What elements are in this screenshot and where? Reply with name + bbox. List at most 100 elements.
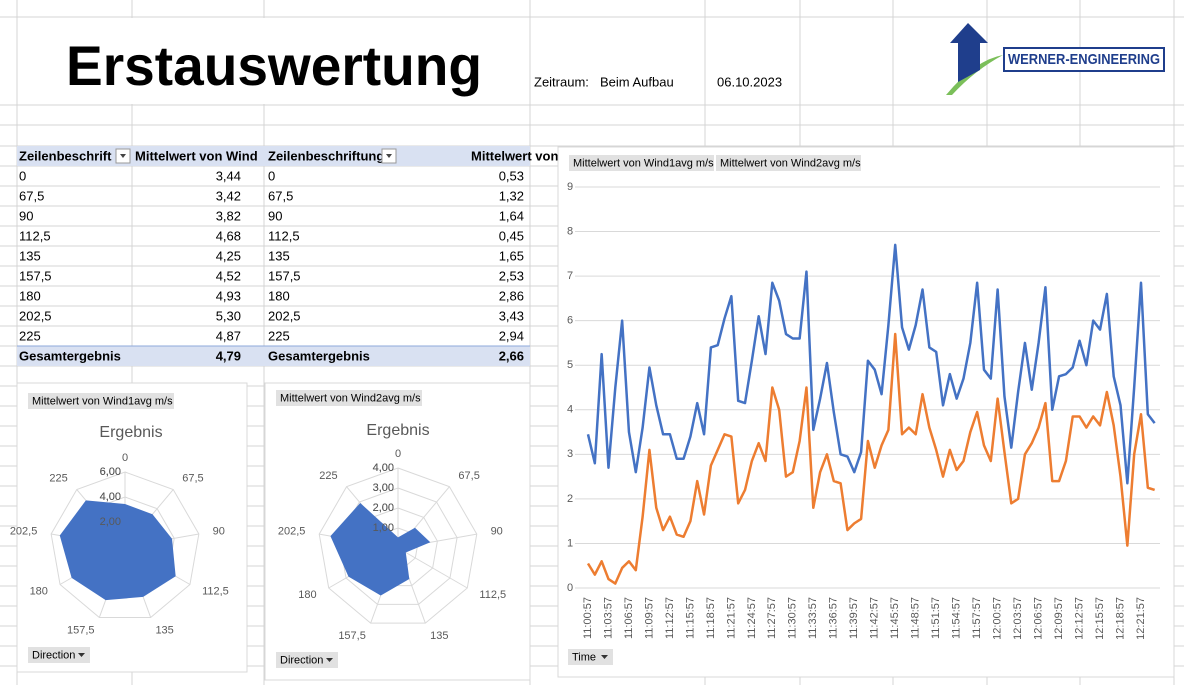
row-label: 157,5 — [268, 268, 301, 283]
dropdown-arrow[interactable] — [601, 655, 608, 659]
y-tick-label: 9 — [567, 181, 573, 193]
chart-area — [557, 146, 1175, 678]
field-button-label[interactable]: Mittelwert von Wind1avg m/s — [573, 157, 714, 169]
dropdown-arrow[interactable] — [326, 658, 333, 662]
r-tick-label: 6,00 — [100, 466, 121, 478]
row-value: 3,44 — [216, 168, 241, 183]
field-button-label[interactable]: Direction — [280, 654, 323, 666]
row-value: 0,53 — [499, 168, 524, 183]
y-tick-label: 5 — [567, 359, 573, 371]
row-label: 157,5 — [19, 268, 52, 283]
r-tick-label: 3,00 — [373, 482, 394, 494]
field-button[interactable]: Mittelwert von Wind1avg m/s — [28, 393, 174, 409]
filter-arrow[interactable] — [386, 154, 392, 158]
radar-grid — [318, 467, 478, 624]
row-value: 4,93 — [216, 288, 241, 303]
row-label: 67,5 — [19, 188, 44, 203]
row-value: 4,25 — [216, 248, 241, 263]
category-label: 157,5 — [67, 625, 95, 637]
r-tick-label: 2,00 — [100, 516, 121, 528]
radar-area — [59, 500, 176, 601]
r-tick-label: 6,00 — [100, 466, 121, 478]
total-row — [264, 346, 530, 366]
row-label: 0 — [268, 168, 275, 183]
row-value: 2,94 — [499, 328, 524, 343]
category-label: 67,5 — [458, 470, 479, 482]
x-tick-label: 11:03:57 — [602, 597, 614, 639]
x-tick-label: 11:33:57 — [807, 597, 819, 639]
date: 06.10.2023 — [717, 74, 782, 89]
field-button-bg[interactable] — [716, 155, 861, 171]
total-label: Gesamtergebnis — [19, 348, 121, 363]
field-button[interactable]: Time — [568, 649, 613, 665]
category-label: 202,5 — [278, 526, 306, 538]
x-tick-label: 12:09:57 — [1053, 597, 1065, 640]
y-tick-label: 2 — [567, 493, 573, 505]
x-tick-label: 11:45:57 — [889, 597, 901, 639]
category-label: 0 — [122, 452, 128, 464]
field-button-bg[interactable] — [28, 647, 90, 663]
total-value: 2,66 — [499, 348, 524, 363]
column-header: Mittelwert von Wind — [135, 148, 258, 163]
row-label: 225 — [268, 328, 290, 343]
category-label: 180 — [30, 585, 48, 597]
row-label: 202,5 — [19, 308, 52, 323]
y-tick-label: 3 — [567, 448, 573, 460]
field-button-label[interactable]: Direction — [32, 649, 75, 661]
field-button-bg[interactable] — [276, 390, 422, 406]
row-label: 225 — [19, 328, 41, 343]
logo: WERNER-ENGINEERING — [946, 23, 1165, 95]
row-value: 1,64 — [499, 208, 524, 223]
field-button-bg[interactable] — [568, 649, 613, 665]
field-button-label[interactable]: Mittelwert von Wind1avg m/s — [32, 395, 173, 407]
y-tick-label: 1 — [567, 537, 573, 549]
header-row — [264, 146, 530, 166]
line-series — [586, 243, 1156, 485]
field-button-label[interactable]: Time — [572, 651, 596, 663]
field-button-label[interactable]: Mittelwert von Wind2avg m/s — [720, 157, 861, 169]
row-value: 4,68 — [216, 228, 241, 243]
category-label: 112,5 — [202, 585, 229, 597]
r-tick-label: 4,00 — [100, 491, 121, 503]
row-value: 0,45 — [499, 228, 524, 243]
column-header: Zeilenbeschrift — [19, 148, 112, 163]
x-tick-label: 11:21:57 — [725, 597, 737, 639]
x-tick-label: 11:30:57 — [787, 597, 799, 639]
sheet-title: Erstauswertung — [66, 34, 482, 97]
x-tick-label: 11:57:57 — [971, 597, 983, 639]
dropdown-arrow[interactable] — [78, 653, 85, 657]
x-tick-label: 11:48:57 — [910, 597, 922, 639]
field-button[interactable]: Direction — [28, 647, 90, 663]
y-tick-label: 6 — [567, 315, 573, 327]
field-button-bg[interactable] — [569, 155, 714, 171]
category-label: 225 — [319, 470, 337, 482]
field-button-bg[interactable] — [28, 393, 174, 409]
logo-house — [950, 23, 988, 82]
row-label: 90 — [19, 208, 33, 223]
r-tick-label: 1,00 — [373, 522, 394, 534]
x-tick-label: 11:27:57 — [766, 597, 778, 639]
row-value: 3,43 — [499, 308, 524, 323]
x-tick-label: 11:36:57 — [828, 597, 840, 639]
row-value: 4,87 — [216, 328, 241, 343]
filter-arrow[interactable] — [120, 154, 126, 158]
r-tick-label: 4,00 — [100, 491, 121, 503]
row-value: 1,65 — [499, 248, 524, 263]
x-tick-label: 12:12:57 — [1073, 597, 1085, 640]
line-series — [586, 332, 1156, 585]
field-button[interactable]: Mittelwert von Wind2avg m/s — [716, 155, 861, 171]
chart: 0 1 2 3 4 5 6 7 8 9 11:00:57 11:03:57 11:06:57 11:09:… — [557, 146, 1175, 678]
x-tick-label: 11:39:57 — [848, 597, 860, 639]
field-button[interactable]: Direction — [276, 652, 338, 668]
header-bg — [468, 147, 529, 165]
category-label: 135 — [430, 630, 448, 642]
field-button-label[interactable]: Mittelwert von Wind2avg m/s — [280, 392, 421, 404]
category-label: 157,5 — [338, 630, 366, 642]
field-button-bg[interactable] — [276, 652, 338, 668]
field-button[interactable]: Mittelwert von Wind1avg m/s — [569, 155, 714, 171]
category-label: 225 — [49, 473, 67, 485]
category-label: 90 — [491, 526, 503, 538]
category-label: 67,5 — [182, 473, 203, 485]
field-button[interactable]: Mittelwert von Wind2avg m/s — [276, 390, 422, 406]
